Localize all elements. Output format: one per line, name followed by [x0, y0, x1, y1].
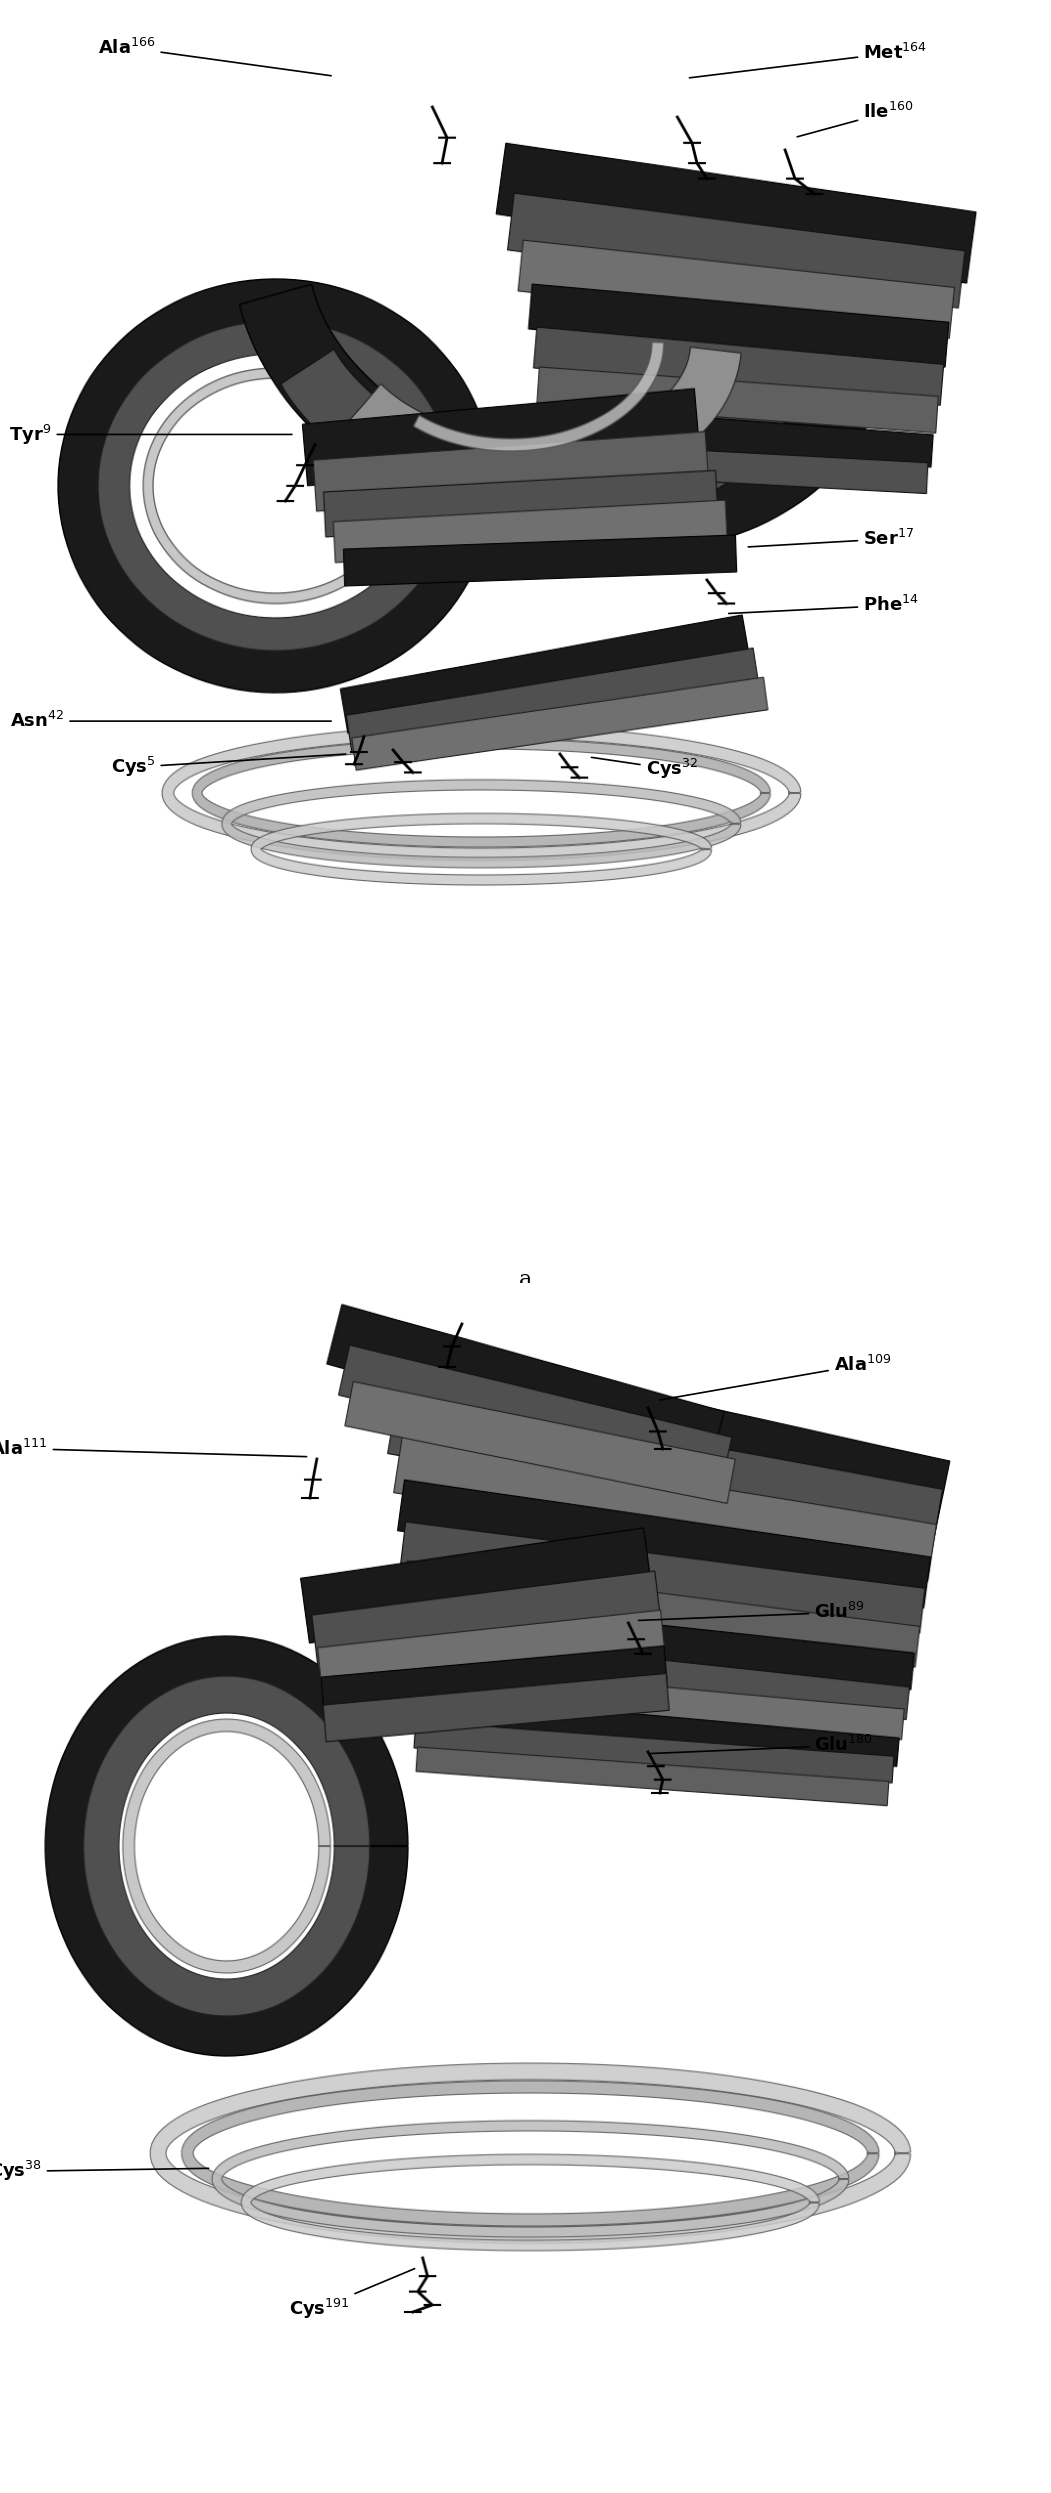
Text: Ala$^{111}$: Ala$^{111}$: [0, 1438, 307, 1458]
Text: Cys$^{5}$: Cys$^{5}$: [110, 753, 346, 780]
Text: Ala$^{166}$: Ala$^{166}$: [98, 37, 331, 75]
Text: Asn$^{42}$: Asn$^{42}$: [11, 711, 331, 730]
Text: Ile$^{160}$: Ile$^{160}$: [798, 102, 913, 137]
Text: Cys$^{191}$: Cys$^{191}$: [289, 2269, 415, 2321]
Text: Ser$^{17}$: Ser$^{17}$: [748, 529, 914, 548]
Text: Cys$^{32}$: Cys$^{32}$: [592, 758, 698, 780]
Text: Ala$^{109}$: Ala$^{109}$: [660, 1354, 891, 1401]
Text: Phe$^{14}$: Phe$^{14}$: [728, 596, 919, 616]
Text: Glu$^{89}$: Glu$^{89}$: [639, 1603, 865, 1623]
Text: a: a: [518, 1269, 532, 1291]
Text: Tyr$^{9}$: Tyr$^{9}$: [9, 421, 292, 446]
Text: Glu$^{180}$: Glu$^{180}$: [651, 1735, 873, 1755]
Text: Cys$^{38}$: Cys$^{38}$: [0, 2159, 209, 2184]
Text: Met$^{164}$: Met$^{164}$: [689, 42, 927, 77]
